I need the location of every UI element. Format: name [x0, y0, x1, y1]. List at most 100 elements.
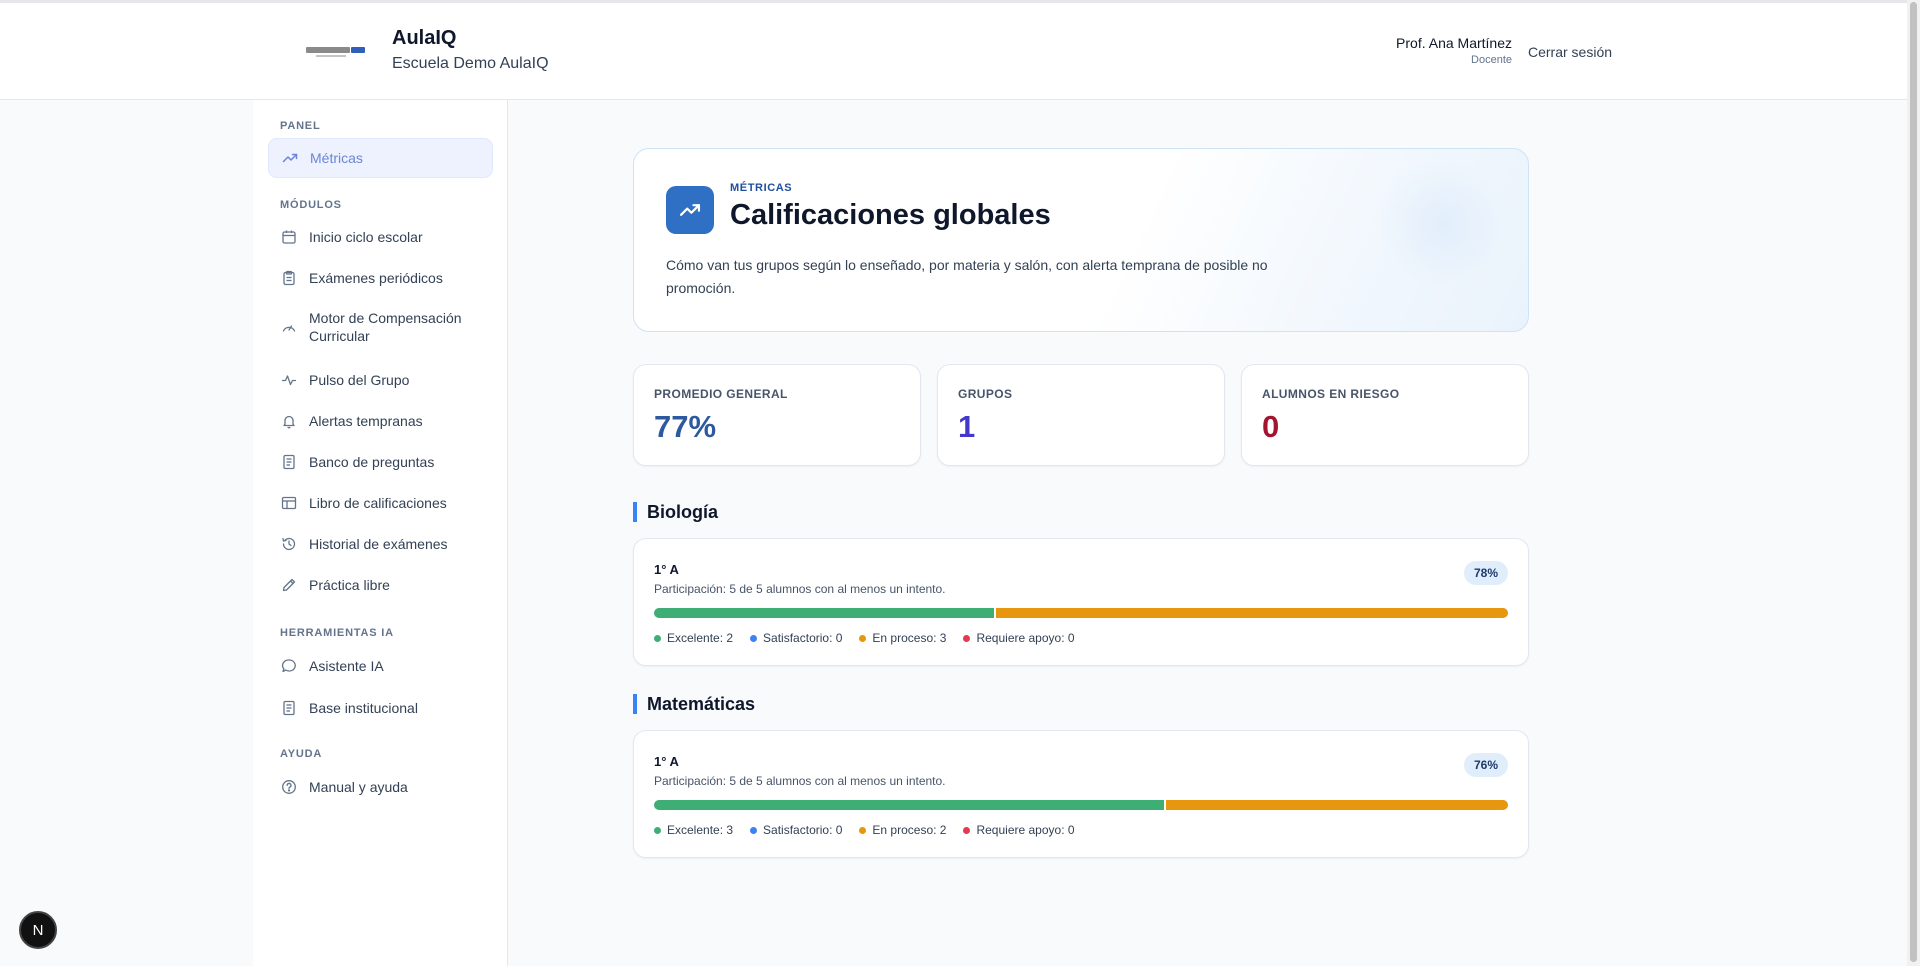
average-badge: 76% [1463, 753, 1508, 777]
sidebar-item-label: Inicio ciclo escolar [309, 229, 423, 245]
sidebar-item-libro-calificaciones[interactable]: Libro de calificaciones [268, 483, 493, 523]
document-icon [281, 700, 297, 716]
sidebar: PANEL Métricas MÓDULOS Inicio ciclo esco… [253, 100, 508, 966]
group-card[interactable]: 1° A Participación: 5 de 5 alumnos con a… [633, 730, 1529, 858]
group-name: 1° A [654, 754, 679, 769]
stat-label: PROMEDIO GENERAL [654, 387, 788, 401]
pencil-icon [281, 577, 297, 593]
distribution-legend: Excelente: 3 Satisfactorio: 0 En proceso… [654, 823, 1075, 837]
sidebar-item-label: Pulso del Grupo [309, 372, 410, 388]
trending-up-icon [666, 186, 714, 234]
clipboard-icon [281, 270, 297, 286]
legend-item-satisfactorio: Satisfactorio: 0 [750, 631, 842, 645]
subject-title-biologia: Biología [633, 502, 718, 522]
bar-segment-excelente [654, 608, 996, 618]
distribution-bar [654, 608, 1508, 618]
app-header: AulaIQ Escuela Demo AulaIQ Prof. Ana Mar… [0, 3, 1907, 100]
sidebar-item-label: Exámenes periódicos [309, 270, 443, 286]
group-card[interactable]: 1° A Participación: 5 de 5 alumnos con a… [633, 538, 1529, 666]
subject-title-matematicas: Matemáticas [633, 694, 755, 714]
sidebar-section-herramientas-ia: HERRAMIENTAS IA [280, 627, 394, 639]
bell-icon [281, 413, 297, 429]
legend-dot [859, 634, 867, 642]
legend-label: Satisfactorio: 0 [763, 823, 843, 837]
sidebar-item-label: Motor de Compensación Curricular [309, 310, 462, 344]
stat-card-grupos: GRUPOS 1 [937, 364, 1225, 466]
stat-label: GRUPOS [958, 387, 1013, 401]
legend-item-satisfactorio: Satisfactorio: 0 [750, 823, 842, 837]
sidebar-item-practica-libre[interactable]: Práctica libre [268, 565, 493, 605]
user-role: Docente [1471, 54, 1512, 66]
sidebar-item-label: Métricas [310, 150, 363, 166]
sidebar-item-asistente-ia[interactable]: Asistente IA [268, 646, 493, 686]
legend-label: En proceso: 3 [872, 631, 947, 645]
help-circle-icon [281, 779, 297, 795]
legend-label: Excelente: 2 [667, 631, 734, 645]
sidebar-item-motor-compensacion[interactable]: Motor de Compensación Curricular [268, 306, 493, 348]
sidebar-section-modulos: MÓDULOS [280, 199, 342, 211]
stat-label: ALUMNOS EN RIESGO [1262, 387, 1400, 401]
user-info: Prof. Ana Martínez Docente [1396, 35, 1512, 66]
stat-card-promedio: PROMEDIO GENERAL 77% [633, 364, 921, 466]
sidebar-item-alertas[interactable]: Alertas tempranas [268, 401, 493, 441]
sidebar-item-banco-preguntas[interactable]: Banco de preguntas [268, 442, 493, 482]
logout-button[interactable]: Cerrar sesión [1528, 44, 1613, 60]
sidebar-item-label: Historial de exámenes [309, 536, 448, 552]
bar-segment-excelente [654, 800, 1167, 810]
sidebar-item-metricas[interactable]: Métricas [268, 138, 493, 178]
legend-item-excelente: Excelente: 3 [654, 823, 733, 837]
page-hero: MÉTRICAS Calificaciones globales Cómo va… [633, 148, 1529, 332]
legend-dot [750, 826, 758, 834]
legend-item-requiere-apoyo: Requiere apoyo: 0 [963, 823, 1075, 837]
legend-item-en-proceso: En proceso: 3 [859, 631, 946, 645]
legend-dot [654, 634, 661, 642]
group-name: 1° A [654, 562, 679, 577]
user-name: Prof. Ana Martínez [1396, 35, 1512, 51]
legend-dot [859, 826, 867, 834]
average-badge: 78% [1463, 561, 1508, 585]
legend-dot [750, 634, 758, 642]
sidebar-item-label: Alertas tempranas [309, 413, 423, 429]
legend-item-requiere-apoyo: Requiere apoyo: 0 [963, 631, 1075, 645]
page-scrollbar[interactable] [1907, 0, 1920, 966]
sidebar-item-label: Banco de preguntas [309, 454, 435, 470]
page-description: Cómo van tus grupos según lo enseñado, p… [666, 257, 1268, 296]
window-top-border [0, 0, 1907, 3]
sidebar-item-label: Práctica libre [309, 577, 390, 593]
app-name: AulaIQ [392, 27, 457, 49]
page-kicker: MÉTRICAS [730, 182, 793, 194]
brand-logo [302, 41, 368, 61]
sidebar-item-pulso-grupo[interactable]: Pulso del Grupo [268, 360, 493, 400]
hero-decoration [1378, 159, 1508, 289]
sidebar-item-examenes-periodicos[interactable]: Exámenes periódicos [268, 258, 493, 298]
legend-dot [963, 634, 971, 642]
bar-segment-en-proceso [995, 608, 1508, 618]
sidebar-section-ayuda: AYUDA [280, 748, 323, 760]
sidebar-item-base-institucional[interactable]: Base institucional [268, 688, 493, 728]
sidebar-item-manual-ayuda[interactable]: Manual y ayuda [268, 767, 493, 807]
distribution-legend: Excelente: 2 Satisfactorio: 0 En proceso… [654, 631, 1075, 645]
sidebar-item-label: Base institucional [309, 700, 418, 716]
legend-item-excelente: Excelente: 2 [654, 631, 733, 645]
sidebar-section-panel: PANEL [280, 120, 321, 132]
legend-dot [963, 826, 971, 834]
activity-icon [281, 372, 297, 388]
page-body: PANEL Métricas MÓDULOS Inicio ciclo esco… [0, 100, 1907, 966]
legend-label: Excelente: 3 [667, 823, 734, 837]
sidebar-item-inicio-ciclo[interactable]: Inicio ciclo escolar [268, 217, 493, 257]
sidebar-item-label: Libro de calificaciones [309, 495, 447, 511]
scrollbar-thumb[interactable] [1910, 2, 1917, 962]
table-icon [281, 495, 297, 511]
calendar-icon [281, 229, 297, 245]
participation-text: Participación: 5 de 5 alumnos con al men… [654, 582, 946, 596]
sidebar-item-historial-examenes[interactable]: Historial de exámenes [268, 524, 493, 564]
legend-item-en-proceso: En proceso: 2 [859, 823, 946, 837]
history-icon [281, 536, 297, 552]
legend-label: Requiere apoyo: 0 [976, 823, 1075, 837]
dev-tools-button[interactable]: N [19, 911, 57, 949]
document-icon [281, 454, 297, 470]
stat-card-alumnos-riesgo: ALUMNOS EN RIESGO 0 [1241, 364, 1529, 466]
page-title: Calificaciones globales [730, 199, 1051, 231]
sidebar-item-label: Asistente IA [309, 658, 384, 674]
sidebar-item-label: Manual y ayuda [309, 779, 408, 795]
